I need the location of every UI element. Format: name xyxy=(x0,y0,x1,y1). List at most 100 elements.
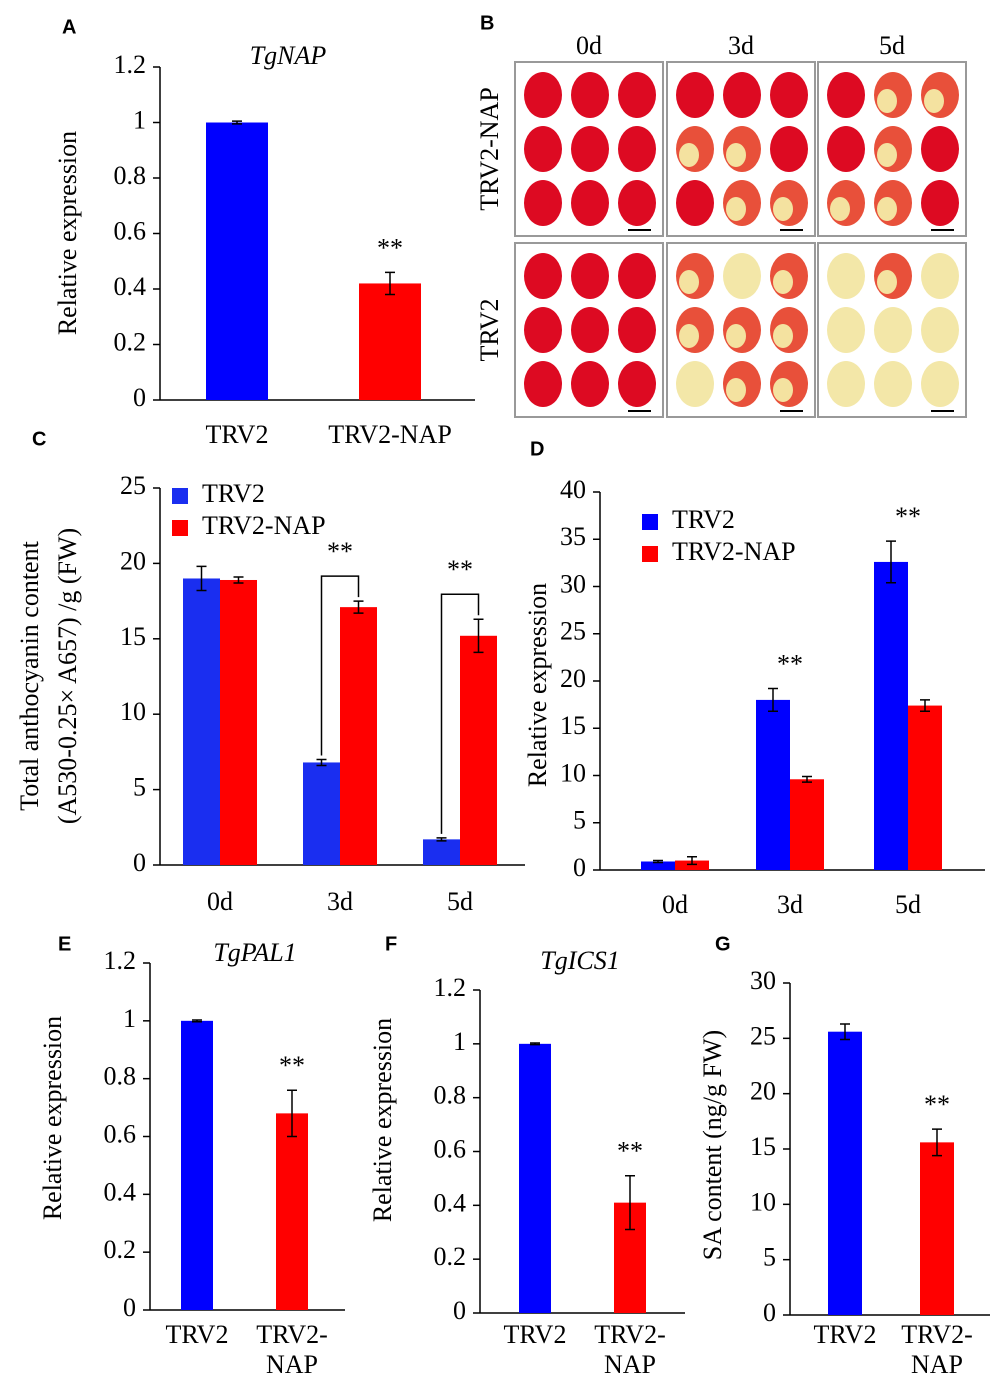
y-tick-label: 0.8 xyxy=(104,1062,137,1091)
x-tick-label-box: TRV2-NAP xyxy=(901,1320,973,1379)
x-tick-label-box: TRV2 xyxy=(813,1320,877,1349)
petal-patch xyxy=(679,324,699,348)
y-tick-label: 20 xyxy=(120,546,146,575)
x-tick-label: TRV2 xyxy=(813,1320,877,1349)
y-tick-label: 30 xyxy=(750,966,776,995)
y-tick-label: 0.6 xyxy=(114,216,147,245)
x-tick-label-box: 0d xyxy=(662,890,688,919)
panel-label: C xyxy=(32,428,46,450)
panel-label: G xyxy=(715,933,731,955)
y-tick-label: 25 xyxy=(750,1021,776,1050)
y-tick-label: 0.2 xyxy=(434,1242,467,1271)
petal-patch xyxy=(773,324,793,348)
significance: ** xyxy=(895,502,921,531)
error-bar xyxy=(436,837,447,842)
chart-title: TgPAL1 xyxy=(213,938,296,967)
significance: ** xyxy=(617,1137,643,1166)
y-tick-label: 40 xyxy=(560,475,586,504)
petal-patch xyxy=(924,89,944,113)
petal xyxy=(770,126,808,172)
y-axis-label: (A530-0.25× A657) /g (FW) xyxy=(53,528,82,824)
petal-patch xyxy=(877,143,897,167)
significance: ** xyxy=(777,650,803,679)
y-tick-label: 1.2 xyxy=(104,946,137,975)
petal xyxy=(827,361,865,407)
petal xyxy=(524,180,562,226)
bar xyxy=(340,607,377,865)
column-label: 3d xyxy=(728,31,754,60)
bar xyxy=(641,861,675,870)
legend-label: TRV2-NAP xyxy=(202,511,326,540)
y-tick-label: 15 xyxy=(560,711,586,740)
y-tick-label: 0.2 xyxy=(114,327,147,356)
petal xyxy=(524,307,562,353)
error-bar xyxy=(840,1023,850,1041)
x-tick-label: TRV2-NAP xyxy=(594,1320,666,1379)
x-tick-label: 5d xyxy=(447,887,473,916)
bracket xyxy=(320,575,360,756)
error-bar xyxy=(886,540,896,584)
petal xyxy=(827,126,865,172)
petal xyxy=(618,72,656,118)
petal xyxy=(571,253,609,299)
x-tick-label: 5d xyxy=(895,890,921,919)
y-tick-label: 25 xyxy=(120,471,146,500)
y-tick-label: 5 xyxy=(763,1243,776,1272)
significance: ** xyxy=(279,1051,305,1080)
y-tick-label: 0 xyxy=(453,1296,466,1325)
x-tick-label: 0d xyxy=(662,890,688,919)
bar xyxy=(460,635,497,865)
error-bar xyxy=(625,1174,635,1231)
petal xyxy=(921,180,959,226)
error-bar xyxy=(192,1019,202,1023)
petal xyxy=(723,72,761,118)
petal xyxy=(827,307,865,353)
x-tick-label: TRV2-NAP xyxy=(328,420,452,449)
x-tick-label: TRV2-NAP xyxy=(901,1320,973,1379)
x-tick-label-box: TRV2 xyxy=(166,1320,229,1349)
petal xyxy=(723,253,761,299)
y-tick-label: 0.4 xyxy=(114,272,147,301)
error-bar xyxy=(530,1042,540,1046)
bar xyxy=(675,860,709,870)
petal-patch xyxy=(726,143,746,167)
petal xyxy=(571,180,609,226)
petal xyxy=(571,307,609,353)
petal xyxy=(770,72,808,118)
error-bar xyxy=(385,271,395,296)
error-bar xyxy=(233,576,244,584)
bar xyxy=(220,579,257,865)
x-tick-label-box: TRV2 xyxy=(504,1320,567,1349)
y-tick-label: 0.4 xyxy=(434,1188,467,1217)
petal xyxy=(618,126,656,172)
y-tick-label: 0.6 xyxy=(434,1134,467,1163)
petal-patch xyxy=(726,378,746,402)
error-bar xyxy=(287,1089,297,1138)
column-label: 5d xyxy=(879,31,905,60)
petal-patch xyxy=(877,89,897,113)
petal xyxy=(618,253,656,299)
petal xyxy=(827,253,865,299)
y-tick-label: 30 xyxy=(560,569,586,598)
petal-patch xyxy=(773,378,793,402)
bar xyxy=(756,699,790,870)
petal xyxy=(524,253,562,299)
y-tick-label: 0.6 xyxy=(104,1119,137,1148)
y-tick-label: 1.2 xyxy=(434,973,467,1002)
x-tick-label-box: 3d xyxy=(327,887,353,916)
y-tick-label: 0.8 xyxy=(114,161,147,190)
bar xyxy=(828,1031,862,1315)
y-tick-label: 0 xyxy=(763,1298,776,1327)
y-tick-label: 5 xyxy=(573,806,586,835)
significance: ** xyxy=(377,233,403,262)
error-bar xyxy=(316,758,327,767)
column-label: 0d xyxy=(576,31,602,60)
bar xyxy=(276,1113,308,1310)
petal-patch xyxy=(773,197,793,221)
panel-label: D xyxy=(530,438,544,460)
bracket xyxy=(440,593,480,834)
x-tick-label: 3d xyxy=(777,890,803,919)
y-axis-label: Total anthocyanin content xyxy=(15,540,44,810)
petal xyxy=(524,361,562,407)
